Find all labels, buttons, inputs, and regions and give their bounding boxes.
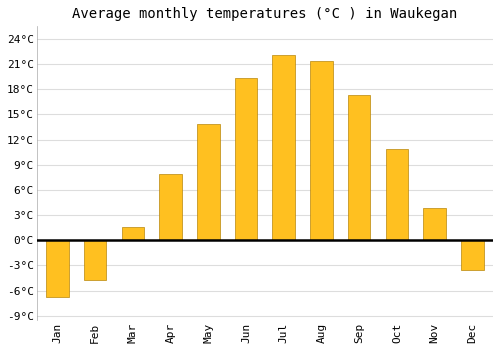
Bar	[46, 240, 69, 296]
Bar	[424, 208, 446, 240]
Bar	[272, 55, 295, 240]
Title: Average monthly temperatures (°C ) in Waukegan: Average monthly temperatures (°C ) in Wa…	[72, 7, 458, 21]
Bar	[122, 227, 144, 240]
Bar	[461, 240, 483, 270]
Bar	[348, 95, 370, 240]
Bar	[234, 78, 258, 240]
Bar	[84, 240, 106, 280]
Bar	[160, 174, 182, 240]
Bar	[386, 149, 408, 240]
Bar	[197, 125, 220, 240]
Bar	[310, 61, 333, 240]
